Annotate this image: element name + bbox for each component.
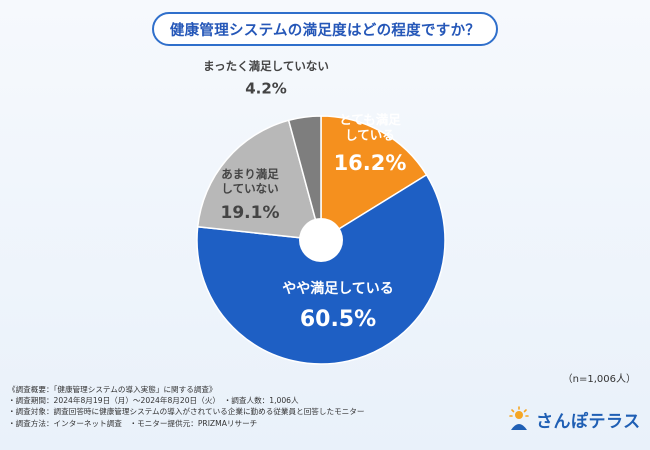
slice-label: していない [221, 182, 278, 196]
sun-person-icon [509, 406, 529, 430]
notes-line: 《調査概要：「健康管理システムの導入実態」に関する調査》 [8, 385, 217, 394]
notes-line: ・調査方法：インターネット調査 ・モニター提供元：PRIZMAリサーチ [8, 418, 258, 428]
pie-slice [320, 115, 428, 242]
chart-title: 健康管理システムの満足度はどの程度ですか？ [169, 22, 481, 39]
survey-notes: 《調査概要：「健康管理システムの導入実態」に関する調査》 ・調査期間：2024年… [8, 384, 528, 429]
sample-size-label: （n=1,006人） [562, 374, 636, 385]
pie-slice [287, 115, 322, 241]
slice-label: やや満足している [282, 280, 394, 297]
slice-value: 19.1% [221, 203, 280, 223]
slice-label: まったく満足していない [203, 59, 329, 73]
pie-slice [196, 173, 446, 365]
slice-value: 16.2% [334, 151, 407, 175]
notes-line: ・調査期間：2024年8月19日（月）〜2024年8月20日（火） ・調査人数：… [8, 396, 299, 406]
pie-slice [196, 119, 323, 241]
slice-label: あまり満足 [221, 167, 279, 181]
slice-value: 60.5% [300, 307, 376, 332]
slice-label: している [345, 128, 395, 143]
slice-label: とても満足 [339, 112, 401, 127]
title-box: 健康管理システムの満足度はどの程度ですか？ [152, 12, 498, 46]
notes-line: ・調査対象：調査回答時に健康管理システムの導入がされている企業に勤める従業員と回… [8, 407, 365, 417]
slice-value: 4.2% [245, 80, 287, 98]
pie-center-hole [299, 218, 343, 262]
logo: さんぽテラス [506, 404, 646, 434]
pie-slices [196, 115, 446, 365]
logo-text: さんぽテラス [536, 411, 641, 432]
